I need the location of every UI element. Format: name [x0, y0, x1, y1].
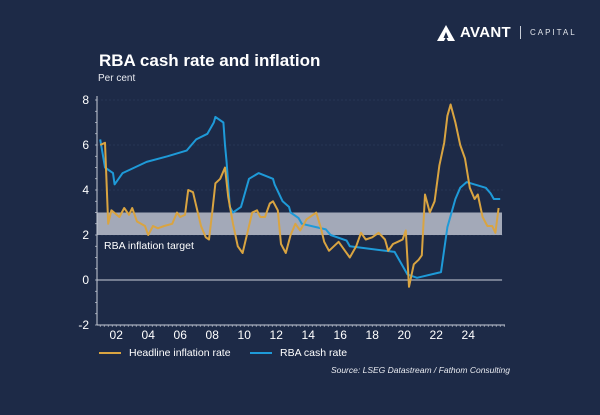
y-tick-label: 4 — [82, 183, 89, 197]
brand-sub: CAPITAL — [529, 28, 577, 37]
legend-item-inflation: Headline inflation rate — [99, 347, 231, 359]
x-tick-label: 24 — [462, 328, 476, 342]
y-tick-label: 0 — [82, 273, 89, 287]
y-tick-label: 2 — [82, 228, 89, 242]
avant-logo-icon — [437, 24, 455, 41]
y-axis-label: Per cent — [98, 73, 136, 84]
logo: AVANT CAPITAL — [437, 24, 577, 41]
x-tick-label: 20 — [398, 328, 412, 342]
series-line-cash-rate — [99, 115, 501, 279]
y-tick-label: -2 — [78, 318, 89, 332]
inflation-target-label: RBA inflation target — [104, 240, 194, 252]
x-tick-label: 16 — [334, 328, 348, 342]
x-tick-label: 08 — [206, 328, 220, 342]
x-tick-label: 02 — [110, 328, 124, 342]
chart-title: RBA cash rate and inflation — [99, 51, 321, 70]
x-tick-label: 14 — [302, 328, 316, 342]
x-tick-label: 06 — [174, 328, 188, 342]
x-tick-label: 18 — [366, 328, 380, 342]
y-tick-label: 6 — [82, 138, 89, 152]
brand-name: AVANT — [460, 24, 511, 41]
inflation-target-band — [97, 212, 502, 235]
source-note: Source: LSEG Datastream / Fathom Consult… — [330, 365, 510, 375]
series-line-inflation — [99, 103, 500, 288]
x-tick-label: 22 — [430, 328, 444, 342]
legend-item-cash-rate: RBA cash rate — [250, 347, 347, 359]
legend-swatch-inflation — [99, 351, 121, 355]
x-tick-label: 04 — [142, 328, 156, 342]
y-tick-label: 8 — [82, 93, 89, 107]
legend-label-cash-rate: RBA cash rate — [280, 347, 348, 359]
x-tick-label: 12 — [270, 328, 284, 342]
legend-label-inflation: Headline inflation rate — [129, 347, 231, 359]
x-tick-label: 10 — [238, 328, 252, 342]
logo-divider — [519, 26, 521, 39]
legend-swatch-cash-rate — [250, 351, 272, 355]
